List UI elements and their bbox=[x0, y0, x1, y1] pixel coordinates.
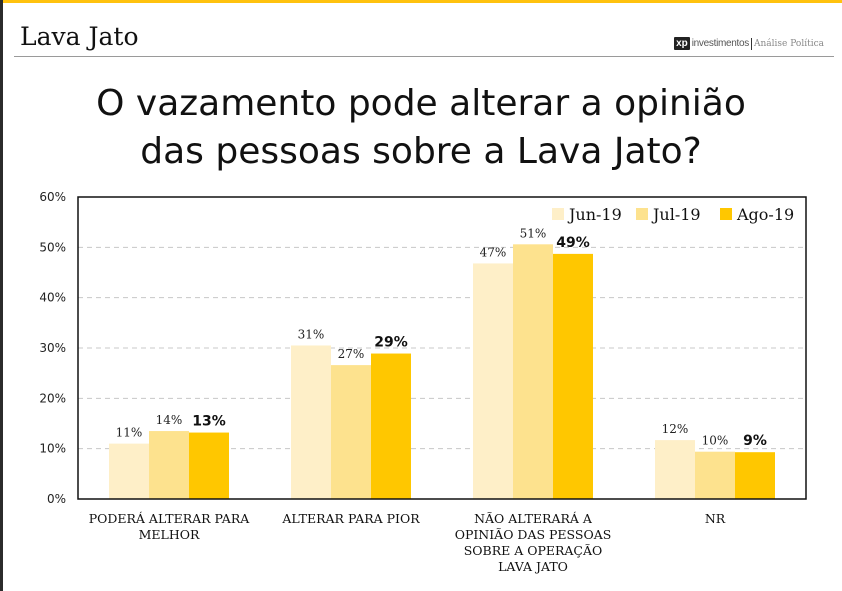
data-label: 47% bbox=[480, 245, 507, 259]
y-tick-label: 60% bbox=[39, 190, 66, 204]
bar-jun-19 bbox=[655, 440, 695, 499]
legend-swatch-ago-19 bbox=[720, 208, 732, 220]
data-label: 27% bbox=[338, 347, 365, 361]
bar-jun-19 bbox=[291, 345, 331, 499]
data-label: 9% bbox=[743, 433, 767, 449]
top-accent-bar bbox=[0, 0, 842, 3]
plot-frame bbox=[77, 196, 807, 500]
header-divider bbox=[14, 56, 834, 57]
bar-jun-19 bbox=[473, 263, 513, 499]
legend-swatch-jun-19 bbox=[552, 208, 564, 220]
y-tick-label: 40% bbox=[39, 291, 66, 305]
data-label: 51% bbox=[520, 226, 547, 240]
brand-name: investimentos bbox=[691, 38, 750, 49]
x-tick-label: NÃO ALTERARÁ A bbox=[474, 511, 593, 526]
chart-title: O vazamento pode alterar a opinião das p… bbox=[0, 80, 842, 176]
x-tick-label: SOBRE A OPERAÇÃO bbox=[464, 543, 603, 558]
y-tick-label: 20% bbox=[39, 391, 66, 405]
legend-label: Jul-19 bbox=[651, 205, 701, 224]
left-border bbox=[0, 0, 3, 591]
xp-logo-icon: xp bbox=[674, 37, 690, 50]
legend-swatch-jul-19 bbox=[636, 208, 648, 220]
data-label: 29% bbox=[374, 335, 408, 351]
data-label: 13% bbox=[192, 414, 226, 430]
legend: Jun-19 Jul-19 Ago-19 bbox=[552, 205, 794, 224]
brand-logo-block: xp investimentos Análise Política bbox=[674, 37, 824, 50]
bar-ago-19 bbox=[371, 353, 411, 499]
bar-ago-19 bbox=[189, 432, 229, 499]
data-label: 14% bbox=[156, 413, 183, 427]
bar-jul-19 bbox=[331, 365, 371, 499]
data-label: 11% bbox=[116, 426, 143, 440]
data-label: 10% bbox=[702, 434, 729, 448]
chart-title-line-1: O vazamento pode alterar a opinião bbox=[96, 83, 746, 124]
x-tick-label: ALTERAR PARA PIOR bbox=[281, 511, 420, 526]
legend-label: Ago-19 bbox=[736, 205, 794, 224]
gridlines bbox=[78, 246, 806, 450]
data-label: 31% bbox=[298, 327, 325, 341]
x-tick-label: OPINIÃO DAS PESSOAS bbox=[455, 527, 612, 542]
header-title: Lava Jato bbox=[20, 22, 139, 51]
data-label: 12% bbox=[662, 422, 689, 436]
legend-label: Jun-19 bbox=[567, 205, 622, 224]
bars bbox=[109, 244, 775, 499]
data-label: 49% bbox=[556, 235, 590, 251]
bar-jun-19 bbox=[109, 443, 149, 499]
bar-jul-19 bbox=[695, 451, 735, 499]
chart-title-line-2: das pessoas sobre a Lava Jato? bbox=[140, 131, 702, 172]
brand-subtitle: Análise Política bbox=[754, 38, 824, 49]
y-tick-label: 30% bbox=[39, 341, 66, 355]
y-tick-label: 0% bbox=[47, 492, 66, 506]
x-tick-label: NR bbox=[705, 511, 726, 526]
y-tick-label: 50% bbox=[39, 240, 66, 254]
bar-jul-19 bbox=[149, 431, 189, 499]
x-tick-label: PODERÁ ALTERAR PARA bbox=[89, 511, 251, 526]
x-tick-label: MELHOR bbox=[139, 527, 200, 542]
bar-jul-19 bbox=[513, 244, 553, 499]
y-axis: 0% 10% 20% 30% 40% 50% 60% bbox=[39, 190, 66, 506]
y-tick-label: 10% bbox=[39, 442, 66, 456]
brand-separator bbox=[751, 37, 752, 50]
data-labels: 11% 14% 13% 31% 27% 29% 47% 51% 49% 12% 10% 9% bbox=[116, 226, 767, 449]
x-tick-label: LAVA JATO bbox=[498, 559, 568, 574]
bar-ago-19 bbox=[735, 452, 775, 499]
bar-ago-19 bbox=[553, 253, 593, 499]
